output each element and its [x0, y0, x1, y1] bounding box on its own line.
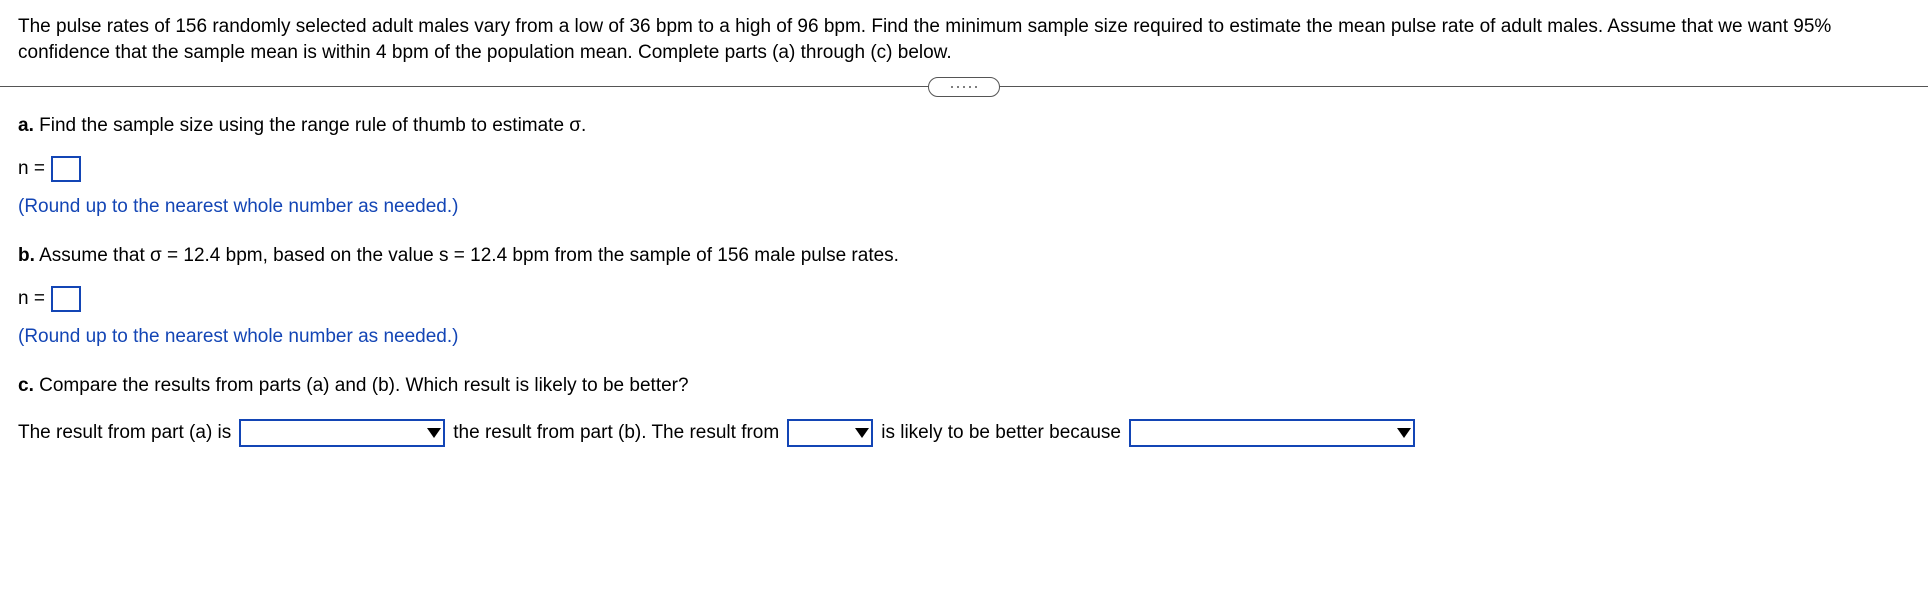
- section-divider: [0, 75, 1928, 99]
- part-b: b. Assume that σ = 12.4 bpm, based on th…: [18, 243, 1910, 351]
- part-c-label: c.: [18, 375, 34, 396]
- part-c-seg1: The result from part (a) is: [18, 420, 231, 447]
- part-c: c. Compare the results from parts (a) an…: [18, 373, 1910, 448]
- part-c-select-2[interactable]: [787, 419, 873, 447]
- part-c-text: Compare the results from parts (a) and (…: [34, 375, 689, 396]
- part-c-seg2: the result from part (b). The result fro…: [453, 420, 779, 447]
- part-c-seg3: is likely to be better because: [881, 420, 1121, 447]
- chevron-down-icon: [855, 428, 869, 438]
- part-a-hint: (Round up to the nearest whole number as…: [18, 194, 1910, 221]
- expand-pill[interactable]: [928, 77, 1000, 97]
- part-c-select-3[interactable]: [1129, 419, 1415, 447]
- part-b-label: b.: [18, 245, 35, 266]
- problem-intro: The pulse rates of 156 randomly selected…: [18, 14, 1910, 65]
- part-b-n-input[interactable]: [51, 286, 81, 312]
- part-b-n-label: n =: [18, 286, 45, 313]
- part-b-hint: (Round up to the nearest whole number as…: [18, 324, 1910, 351]
- chevron-down-icon: [427, 428, 441, 438]
- part-b-text: Assume that σ = 12.4 bpm, based on the v…: [35, 245, 899, 266]
- part-a-label: a.: [18, 115, 34, 136]
- part-a-n-label: n =: [18, 156, 45, 183]
- part-c-select-1[interactable]: [239, 419, 445, 447]
- chevron-down-icon: [1397, 428, 1411, 438]
- part-a-text: Find the sample size using the range rul…: [34, 115, 586, 136]
- part-a: a. Find the sample size using the range …: [18, 113, 1910, 221]
- part-a-n-input[interactable]: [51, 156, 81, 182]
